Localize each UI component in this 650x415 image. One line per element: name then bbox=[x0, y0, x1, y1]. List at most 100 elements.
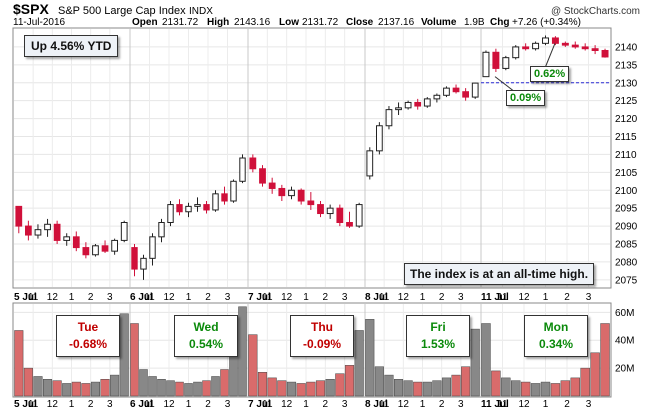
candle-body bbox=[54, 224, 60, 240]
volume-bar bbox=[249, 335, 258, 396]
candle-body bbox=[260, 169, 266, 183]
chg-label: Chg bbox=[490, 17, 509, 28]
x-tick-label: 3 bbox=[107, 292, 113, 303]
x-tick-label: 12 bbox=[163, 292, 175, 303]
candle-body bbox=[132, 248, 137, 269]
x-tick-label: 11 bbox=[28, 399, 39, 410]
volume-bar bbox=[571, 378, 580, 396]
candle-body bbox=[240, 158, 245, 181]
candle-body bbox=[73, 237, 79, 248]
volume-bar bbox=[297, 383, 306, 396]
x-tick-label: 1 bbox=[420, 399, 426, 410]
volume-bar bbox=[591, 353, 600, 396]
x-tick-label: 3 bbox=[586, 292, 592, 303]
volume-bar bbox=[176, 382, 184, 396]
volume-bar bbox=[120, 314, 129, 396]
x-tick-label: 12 bbox=[47, 399, 59, 410]
all-time-high-text: The index is at an all-time high. bbox=[410, 267, 588, 281]
candle-body bbox=[523, 47, 529, 49]
volume-bar bbox=[375, 367, 384, 396]
candle-body bbox=[347, 223, 353, 227]
candle-body bbox=[195, 205, 200, 207]
day-box-thu: Thu -0.09% bbox=[290, 315, 354, 357]
candle-body bbox=[592, 49, 598, 51]
price-tick-label: 2095 bbox=[615, 204, 638, 215]
x-tick-label: 2 bbox=[564, 399, 570, 410]
x-tick-label: 11 bbox=[379, 399, 390, 410]
candle-body bbox=[308, 201, 314, 205]
volume-bar bbox=[541, 382, 550, 396]
volume-tick-label: 40M bbox=[615, 336, 634, 347]
x-tick-label: 11 bbox=[497, 292, 508, 303]
volume-bar bbox=[307, 382, 316, 396]
volume-bar bbox=[561, 381, 570, 396]
candle-body bbox=[26, 226, 32, 235]
x-tick-label: 12 bbox=[281, 399, 293, 410]
price-tick-label: 2125 bbox=[615, 96, 638, 107]
volume-bar bbox=[413, 382, 422, 396]
x-tick-label: 11 bbox=[379, 292, 390, 303]
gain-b-text: 0.62% bbox=[534, 68, 565, 80]
x-tick-label: 3 bbox=[225, 399, 231, 410]
volume-bar bbox=[230, 354, 238, 396]
candle-body bbox=[356, 205, 362, 227]
candle-body bbox=[327, 208, 333, 213]
high-value: 2143.16 bbox=[234, 17, 271, 28]
x-tick-label: 2 bbox=[439, 399, 445, 410]
volume-bar bbox=[185, 383, 193, 396]
x-tick-label: 12 bbox=[163, 399, 175, 410]
candle-body bbox=[318, 205, 324, 214]
volume-tick-label: 20M bbox=[615, 364, 634, 375]
x-tick-label: 12 bbox=[518, 292, 530, 303]
x-tick-label: 12 bbox=[47, 292, 59, 303]
candle-body bbox=[222, 194, 227, 201]
candle-body bbox=[444, 88, 450, 95]
candle-body bbox=[121, 223, 127, 241]
candle-body bbox=[141, 258, 146, 269]
price-tick-label: 2140 bbox=[615, 42, 638, 53]
x-tick-label: 1 bbox=[543, 399, 549, 410]
candle-body bbox=[533, 43, 539, 48]
x-tick-label: 11 bbox=[144, 292, 155, 303]
all-time-high-callout: The index is at an all-time high. bbox=[404, 263, 594, 285]
candle-body bbox=[269, 183, 275, 188]
volume-bar bbox=[221, 370, 229, 396]
volume-bar bbox=[471, 329, 480, 396]
price-tick-label: 2120 bbox=[615, 114, 638, 125]
x-tick-label: 1 bbox=[420, 292, 426, 303]
candle-body bbox=[434, 95, 440, 99]
price-tick-label: 2090 bbox=[615, 222, 638, 233]
candle-body bbox=[289, 190, 295, 195]
candle-body bbox=[64, 237, 70, 241]
candle-body bbox=[168, 205, 173, 223]
x-tick-label: 1 bbox=[69, 399, 75, 410]
x-tick-label: 2 bbox=[439, 292, 445, 303]
candle-body bbox=[298, 190, 304, 201]
candle-body bbox=[204, 205, 209, 210]
price-tick-label: 2080 bbox=[615, 257, 638, 268]
volume-bar bbox=[366, 319, 375, 396]
x-tick-label: 2 bbox=[205, 399, 211, 410]
day-change: -0.09% bbox=[291, 337, 353, 351]
candle-body bbox=[415, 102, 421, 106]
volume-bar bbox=[131, 324, 139, 396]
x-tick-label: 2 bbox=[564, 292, 570, 303]
price-tick-label: 2135 bbox=[615, 60, 638, 71]
volume-bar bbox=[442, 378, 451, 396]
day-change: 0.34% bbox=[525, 337, 587, 351]
candle-body bbox=[35, 230, 41, 235]
candle-body bbox=[503, 58, 509, 69]
volume-bar bbox=[423, 382, 432, 396]
x-tick-label: 11 bbox=[28, 292, 39, 303]
x-tick-label: 1 bbox=[303, 292, 309, 303]
candle-body bbox=[562, 43, 568, 45]
x-tick-label: 3 bbox=[107, 399, 113, 410]
gain-callout-a: 0.09% bbox=[506, 90, 545, 106]
day-name: Mon bbox=[525, 320, 587, 334]
open-label: Open bbox=[132, 17, 158, 28]
day-name: Wed bbox=[175, 320, 237, 334]
volume-bar bbox=[461, 367, 470, 396]
volume-bar bbox=[404, 381, 413, 396]
volume-bar bbox=[101, 379, 110, 396]
candle-body bbox=[112, 240, 118, 251]
